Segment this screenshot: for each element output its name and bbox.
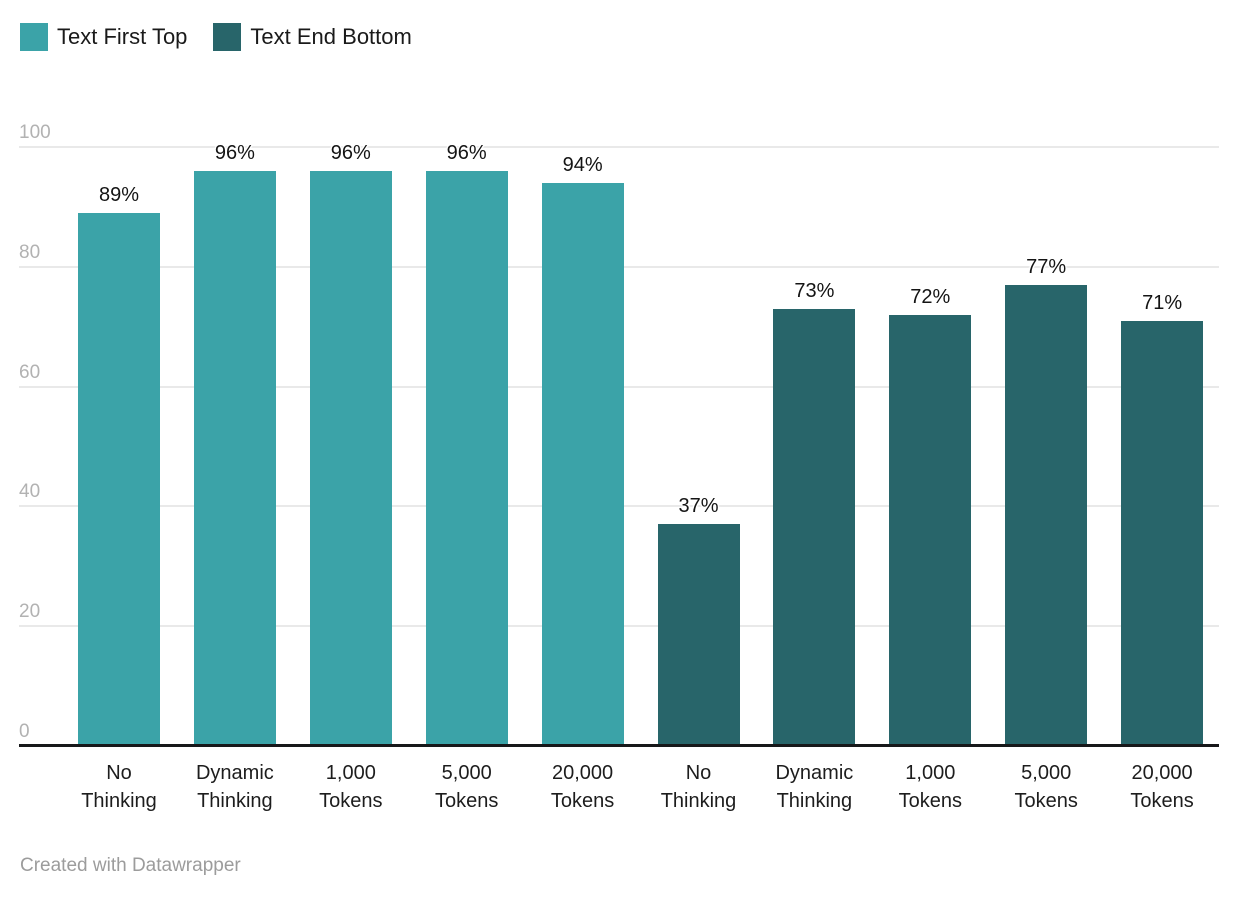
value-label: 96% <box>330 141 371 164</box>
x-axis-category-label: 1,000 Tokens <box>319 762 383 812</box>
value-label: 71% <box>1142 291 1183 314</box>
legend-label: Text First Top <box>57 24 188 49</box>
bar[interactable] <box>773 308 856 746</box>
legend-swatch-icon <box>20 23 48 51</box>
x-axis-category-label: No Thinking <box>81 762 157 812</box>
y-axis-tick-label: 100 <box>19 122 51 143</box>
value-label: 72% <box>910 285 951 308</box>
x-axis-category-label: 1,000 Tokens <box>898 762 962 812</box>
bar[interactable] <box>657 524 740 746</box>
bar[interactable] <box>78 212 160 746</box>
value-label: 94% <box>562 153 603 176</box>
bar[interactable] <box>425 170 508 746</box>
bar[interactable] <box>541 182 624 746</box>
x-axis-category-label: Dynamic Thinking <box>775 762 854 812</box>
gridline <box>19 146 1219 148</box>
value-label: 89% <box>98 183 140 206</box>
y-axis-tick-label: 40 <box>19 481 41 503</box>
value-label: 73% <box>794 279 835 302</box>
legend-item-text-end-bottom: Text End Bottom <box>213 23 412 51</box>
x-axis-category-label: 20,000 Tokens <box>1130 762 1194 812</box>
legend-swatch-icon <box>213 23 242 51</box>
value-label: 96% <box>214 141 255 164</box>
x-axis-category-label: 5,000 Tokens <box>435 762 499 812</box>
x-axis-category-label: Dynamic Thinking <box>195 762 274 812</box>
legend: Text First Top Text End Bottom <box>20 23 412 51</box>
x-axis-category-label: No Thinking <box>660 762 737 812</box>
value-label: 77% <box>1026 255 1067 278</box>
bar[interactable] <box>1005 284 1088 746</box>
bar[interactable] <box>193 170 276 746</box>
bar[interactable] <box>309 170 392 746</box>
y-axis-tick-label: 0 <box>19 721 30 742</box>
bar[interactable] <box>1121 320 1204 746</box>
y-axis-tick-label: 80 <box>19 241 41 263</box>
legend-item-text-first-top: Text First Top <box>20 23 187 51</box>
value-label: 37% <box>678 495 719 518</box>
legend-label: Text End Bottom <box>250 24 412 49</box>
bar[interactable] <box>889 314 972 746</box>
value-label: 96% <box>446 141 487 164</box>
x-axis-category-label: 5,000 Tokens <box>1014 762 1078 812</box>
x-axis-baseline <box>19 744 1219 747</box>
y-axis-tick-label: 60 <box>19 361 41 383</box>
y-axis-tick-label: 20 <box>19 601 41 623</box>
datawrapper-credit: Created with Datawrapper <box>20 855 241 876</box>
x-axis-category-label: 20,000 Tokens <box>550 762 615 812</box>
